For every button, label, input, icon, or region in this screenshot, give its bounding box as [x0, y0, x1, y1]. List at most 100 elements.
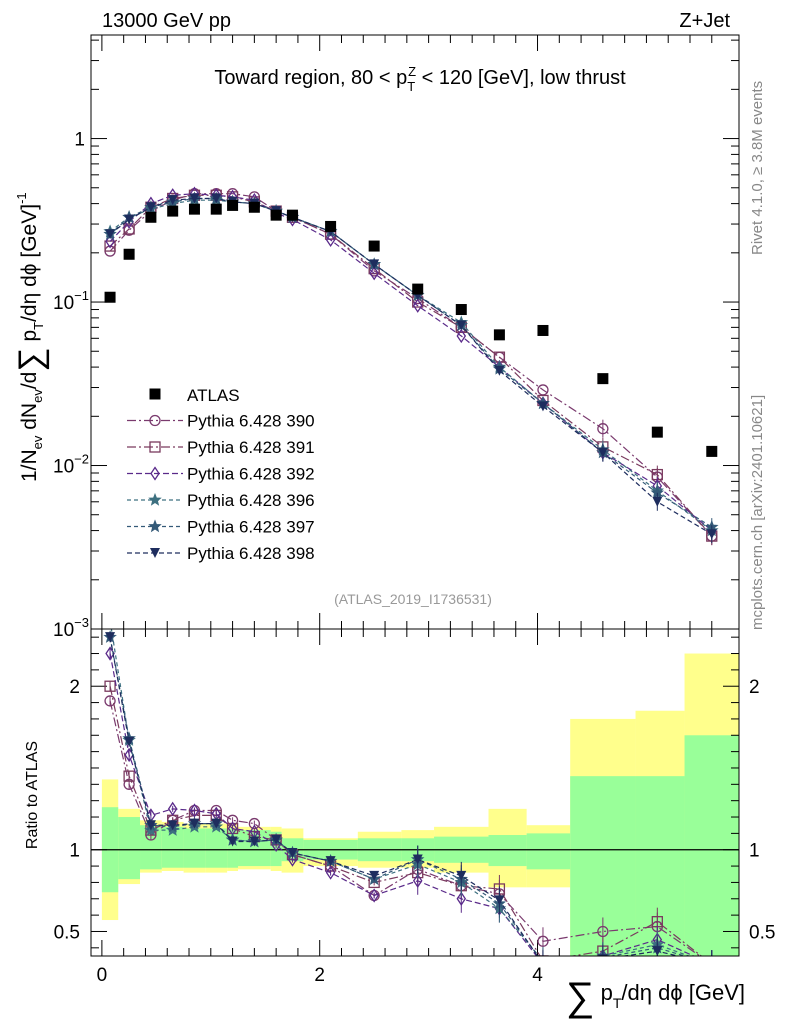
- ratio-data-point: [412, 873, 423, 888]
- mc-series-4: [103, 191, 719, 537]
- atlas-data-point: [167, 205, 179, 217]
- ratio-plot-panel: 0 2 4 0.5 0.5 1 1 2 2: [54, 615, 775, 986]
- ratio-data-point: [707, 959, 717, 969]
- ratio-data-point: [369, 888, 379, 903]
- legend-atlas-label: ATLAS: [187, 386, 240, 405]
- ratio-data-point: [494, 895, 505, 906]
- ratio-data-point: [706, 958, 717, 969]
- ratio-data-point: [271, 834, 282, 845]
- collision-label: 13000 GeV pp: [102, 10, 231, 32]
- ratio-data-point: [167, 820, 178, 831]
- mc-data-point: [456, 328, 467, 344]
- mc-series-line: [109, 193, 713, 537]
- mcplots-label: mcplots.cern.ch [arXiv:2401.10621]: [749, 395, 766, 630]
- ratio-data-point: [123, 770, 135, 782]
- atlas-data-point: [651, 426, 663, 438]
- ratio-band-green: [227, 828, 239, 868]
- legend-marker: [148, 519, 162, 533]
- atlas-data-point: [123, 248, 135, 260]
- x-axis-label: ∑ pT/dη dϕ [GeV]: [566, 975, 745, 1019]
- legend-label: Pythia 6.428 390: [187, 412, 315, 431]
- ratio-data-point: [104, 680, 116, 692]
- legend: ATLAS Pythia 6.428 390 Pythia 6.428 391 Pyt…: [127, 386, 315, 563]
- ratio-y-tick-label: 2: [69, 677, 80, 698]
- atlas-data-point: [286, 209, 298, 221]
- ratio-data-point: [706, 958, 717, 969]
- main-y-tick-label: 10−2: [53, 452, 89, 478]
- ratio-data-point: [325, 856, 336, 867]
- ratio-band-green: [183, 828, 206, 868]
- atlas-series: [104, 199, 718, 457]
- atlas-data-point: [368, 240, 380, 252]
- ratio-data-point: [227, 836, 238, 847]
- main-y-tick-label: 10−3: [53, 615, 89, 641]
- main-y-axis-label: 1/Nev dNev/d∑ pT/dη dϕ [GeV]-1: [12, 192, 50, 482]
- ratio-data-point: [537, 935, 549, 947]
- mc-data-point: [412, 298, 423, 313]
- ratio-data-point: [456, 870, 467, 881]
- ratio-data-point: [189, 803, 200, 818]
- atlas-data-point: [227, 199, 239, 211]
- process-label: Z+Jet: [679, 10, 730, 32]
- ratio-band-green: [684, 735, 739, 956]
- title-pre: Toward region, 80 < p: [214, 67, 407, 89]
- legend-atlas-marker: [149, 388, 161, 400]
- ratio-y-axis-label: Ratio to ATLAS: [24, 741, 41, 849]
- mc-data-point: [325, 232, 336, 248]
- mc-data-point: [652, 496, 663, 507]
- x-tick-label: 2: [314, 965, 325, 986]
- atlas-data-point: [597, 373, 609, 385]
- atlas-data-point: [270, 209, 282, 221]
- mc-data-point: [537, 401, 548, 412]
- mc-data-point: [124, 214, 135, 225]
- atlas-data-point: [325, 220, 337, 232]
- analysis-watermark: (ATLAS_2019_I1736531): [334, 591, 492, 607]
- legend-marker: [148, 492, 162, 506]
- ratio-data-point: [104, 695, 116, 707]
- ratio-data-point: [167, 801, 178, 817]
- ratio-y-tick-label: 0.5: [54, 922, 80, 943]
- mc-data-point: [597, 423, 609, 435]
- ratio-band-green: [118, 817, 141, 880]
- atlas-data-point: [412, 283, 424, 295]
- ratio-data-point: [226, 814, 239, 826]
- plot-title: Toward region, 80 < pTZ < 120 [GeV], low…: [214, 64, 626, 94]
- main-y-tick-label: 10−1: [53, 288, 89, 314]
- ratio-data-point: [248, 817, 261, 830]
- mc-data-point: [145, 202, 156, 213]
- ratio-data-point: [597, 925, 609, 938]
- atlas-data-point: [210, 203, 222, 215]
- ratio-data-point: [325, 865, 336, 880]
- legend-label: Pythia 6.428 392: [187, 465, 315, 484]
- ratio-band-green: [526, 833, 571, 870]
- atlas-data-point: [248, 201, 260, 213]
- atlas-data-point: [537, 324, 549, 336]
- mc-series-line: [109, 194, 713, 537]
- main-plot-frame: [90, 34, 740, 630]
- ratio-data-point: [456, 891, 467, 906]
- atlas-data-point: [493, 329, 505, 341]
- ratio-band-green: [270, 831, 282, 867]
- mc-data-point: [105, 234, 115, 249]
- ratio-data-point: [249, 836, 260, 847]
- mc-data-point: [456, 320, 467, 331]
- mc-data-point: [189, 193, 200, 204]
- mc-data-point: [105, 229, 116, 240]
- mc-data-point: [706, 529, 717, 540]
- ratio-data-point: [104, 615, 115, 626]
- mc-series-line: [109, 197, 713, 535]
- mc-data-point: [369, 259, 380, 270]
- mc-data-point: [211, 193, 222, 204]
- mc-data-point: [494, 365, 505, 376]
- title-sup: Z: [408, 64, 416, 79]
- title-post: < 120 [GeV], low thrust: [416, 67, 626, 89]
- mc-data-point: [597, 447, 608, 458]
- ratio-data-point: [652, 946, 663, 956]
- mc-data-point: [369, 266, 379, 281]
- legend-label: Pythia 6.428 396: [187, 491, 315, 510]
- x-tick-label: 4: [532, 965, 543, 986]
- atlas-data-point: [145, 211, 157, 223]
- mc-series-2: [105, 186, 717, 540]
- ratio-data-point: [287, 847, 298, 858]
